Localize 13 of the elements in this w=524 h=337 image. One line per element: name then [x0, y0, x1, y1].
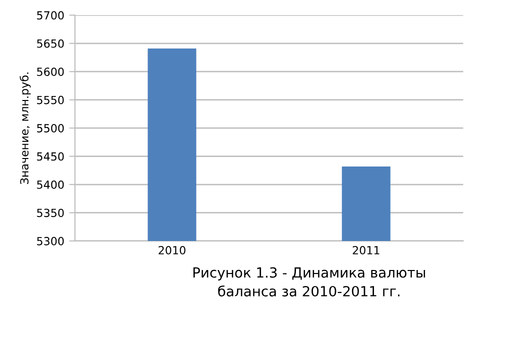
- y-tick-label: 5500: [37, 124, 64, 132]
- text: Рисунок 1.3 - Динамика валюты баланса за 2010-2011 гг.: [193, 267, 426, 296]
- y-tick-label: 5300: [37, 236, 64, 246]
- y-tick-label: 5700: [37, 11, 64, 20]
- y-tick-label: 5450: [37, 152, 64, 161]
- y-axis-title: Значение, млн.руб.: [20, 72, 31, 184]
- y-tick-label: 5550: [37, 96, 64, 104]
- y-tick-label: 5350: [37, 208, 64, 218]
- x-tick-label: 2010: [158, 246, 186, 254]
- y-tick-label: 5650: [37, 39, 64, 48]
- x-tick-label: 2011: [352, 246, 380, 254]
- y-tick-label: 5400: [37, 180, 64, 189]
- y-tick-label: 5600: [37, 68, 64, 76]
